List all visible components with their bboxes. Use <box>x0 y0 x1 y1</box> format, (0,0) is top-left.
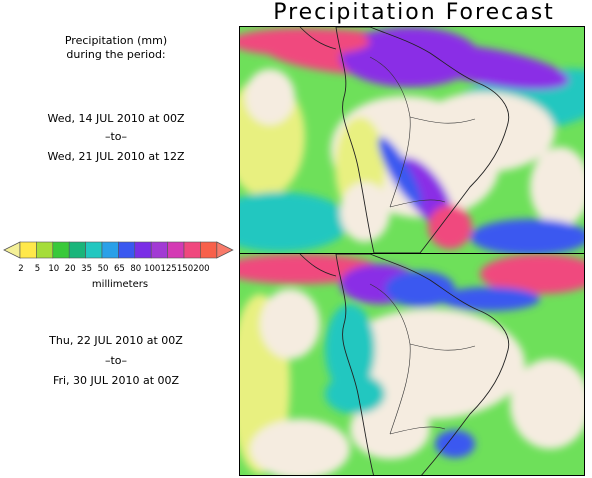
legend-tick-label: 200 <box>193 264 209 274</box>
legend-swatch <box>20 242 36 258</box>
legend-swatch <box>53 242 69 258</box>
period2-to: –to– <box>0 354 232 368</box>
legend-swatch <box>102 242 118 258</box>
period2-end: Fri, 30 JUL 2010 at 00Z <box>0 374 232 388</box>
caption-line1: Precipitation (mm) <box>0 34 232 48</box>
caption-line2: during the period: <box>0 48 232 62</box>
period1-end: Wed, 21 JUL 2010 at 12Z <box>0 150 232 164</box>
legend-units-label: millimeters <box>0 279 240 290</box>
precip-map-week1 <box>240 27 584 253</box>
legend-swatch <box>36 242 52 258</box>
legend-tick-label: 65 <box>114 264 125 274</box>
legend-tick-label: 35 <box>81 264 92 274</box>
legend-swatch <box>69 242 85 258</box>
legend-tick-label: 100 <box>144 264 160 274</box>
legend-tick-label: 50 <box>98 264 109 274</box>
precip-map-week2 <box>240 254 584 476</box>
legend-tick-label: 80 <box>130 264 141 274</box>
legend-swatch <box>184 242 200 258</box>
forecast-maps <box>239 26 585 476</box>
legend-swatch <box>118 242 134 258</box>
legend-tick-label: 150 <box>177 264 193 274</box>
map-week2 <box>240 254 584 476</box>
legend-high-arrow <box>217 242 233 258</box>
legend-swatch <box>86 242 102 258</box>
legend-tick-label: 10 <box>48 264 59 274</box>
legend-low-arrow <box>4 242 20 258</box>
legend-swatch <box>135 242 151 258</box>
map-week1 <box>240 27 584 253</box>
chart-title: Precipitation Forecast <box>236 0 592 28</box>
legend-tick-label: 20 <box>65 264 76 274</box>
legend-swatch <box>168 242 184 258</box>
legend-swatch <box>151 242 167 258</box>
legend-tick-label: 5 <box>35 264 40 274</box>
legend-swatch <box>200 242 216 258</box>
legend-tick-label: 125 <box>160 264 176 274</box>
period1-to: –to– <box>0 130 232 144</box>
legend-tick-label: 2 <box>18 264 23 274</box>
period1-start: Wed, 14 JUL 2010 at 00Z <box>0 112 232 126</box>
period2-start: Thu, 22 JUL 2010 at 00Z <box>0 334 232 348</box>
